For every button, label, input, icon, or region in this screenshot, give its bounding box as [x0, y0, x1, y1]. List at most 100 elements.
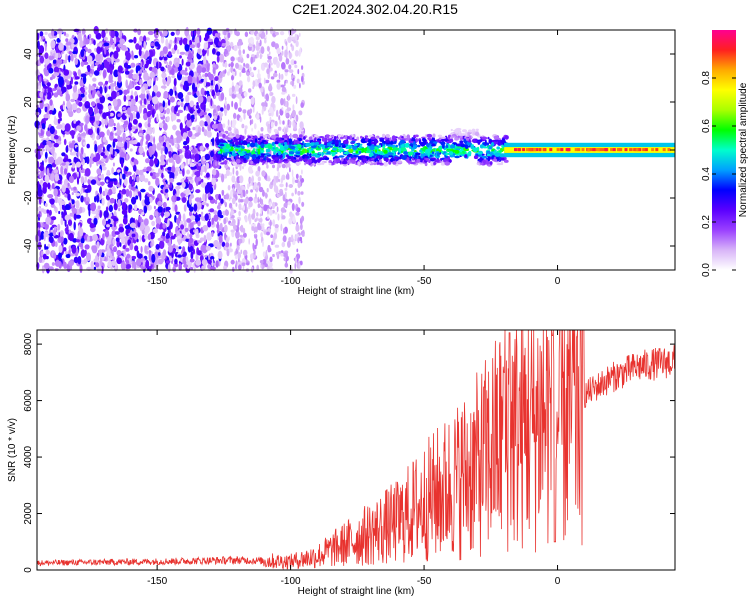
heatmap-speckle [79, 264, 83, 274]
heatmap-speckle [251, 46, 254, 52]
heatmap-speckle [73, 150, 77, 156]
heatmap-speckle [264, 263, 268, 268]
heatmap-speckle [107, 247, 111, 257]
heatmap-speckle [297, 69, 300, 75]
heatmap-speckle [38, 196, 42, 205]
heatmap-speckle [113, 69, 119, 78]
heatmap-speckle [175, 185, 181, 190]
heatmap-speckle [281, 45, 284, 50]
heatmap-speckle [203, 105, 206, 113]
heatmap-speckle [80, 195, 84, 203]
heatmap-speckle [260, 88, 264, 93]
heatmap-band-cell [296, 151, 301, 155]
heatmap-speckle [239, 175, 244, 184]
heatmap-speckle [60, 235, 64, 243]
heatmap-speckle [281, 174, 286, 181]
heatmap-speckle [70, 52, 74, 62]
heatmap-speckle [242, 189, 246, 198]
heatmap-speckle [143, 54, 148, 60]
spectrogram-heatmap [34, 25, 675, 274]
heatmap-speckle [193, 203, 198, 212]
heatmap-speckle [87, 55, 93, 63]
heatmap-speckle [38, 125, 42, 128]
heatmap-band-cell [503, 159, 509, 163]
heatmap-speckle [228, 248, 233, 253]
heatmap-speckle [234, 102, 238, 110]
heatmap-speckle [276, 109, 279, 117]
heatmap-speckle [273, 72, 278, 78]
heatmap-speckle [135, 43, 140, 50]
heatmap-speckle [249, 177, 252, 183]
heatmap-speckle [259, 33, 262, 38]
heatmap-speckle [298, 196, 301, 204]
heatmap-speckle [252, 80, 256, 88]
heatmap-speckle [95, 190, 98, 196]
heatmap-speckle [80, 93, 85, 98]
heatmap-speckle [247, 75, 251, 83]
heatmap-speckle [117, 113, 122, 117]
heatmap-speckle [192, 248, 195, 255]
heatmap-speckle [72, 91, 79, 101]
heatmap-speckle [101, 197, 105, 206]
heatmap-speckle [255, 45, 260, 51]
heatmap-speckle [100, 152, 105, 157]
heatmap-speckle [130, 186, 136, 191]
heatmap-speckle [182, 84, 187, 91]
heatmap-band-cell [272, 147, 276, 150]
heatmap-speckle [190, 250, 194, 260]
heatmap-speckle [279, 183, 284, 188]
heatmap-band-cell [425, 158, 430, 161]
heatmap-speckle [139, 235, 142, 242]
heatmap-speckle [183, 220, 187, 228]
heatmap-line-peak [533, 148, 537, 152]
heatmap-speckle [277, 213, 280, 221]
heatmap-speckle [106, 244, 110, 250]
heatmap-speckle [203, 37, 209, 42]
heatmap-speckle [265, 93, 269, 102]
heatmap-speckle [189, 227, 196, 235]
heatmap-band-cell [440, 136, 447, 139]
heatmap-speckle [286, 80, 288, 84]
heatmap-speckle [167, 244, 173, 253]
heatmap-speckle [187, 130, 193, 138]
heatmap-speckle [129, 148, 133, 152]
heatmap-speckle [293, 60, 297, 65]
heatmap-band-cell [432, 133, 436, 138]
heatmap-speckle [131, 255, 137, 260]
heatmap-speckle [174, 258, 178, 265]
heatmap-speckle [205, 162, 210, 170]
heatmap-speckle [130, 62, 136, 68]
heatmap-speckle [203, 78, 207, 88]
heatmap-speckle [76, 125, 82, 132]
heatmap-band-cell [379, 159, 382, 164]
heatmap-speckle [190, 215, 196, 221]
heatmap-speckle [53, 205, 56, 209]
heatmap-speckle [179, 55, 182, 59]
y-tick-label: 40 [23, 48, 34, 60]
heatmap-band-cell [288, 151, 295, 155]
heatmap-band-cell [442, 143, 445, 149]
heatmap-speckle [99, 257, 103, 266]
heatmap-speckle [86, 252, 91, 262]
heatmap-speckle [199, 145, 205, 152]
heatmap-speckle [230, 242, 232, 247]
heatmap-speckle [83, 141, 86, 146]
heatmap-speckle [125, 137, 131, 141]
heatmap-speckle [141, 66, 145, 71]
heatmap-speckle [46, 167, 50, 177]
heatmap-band-cell [367, 161, 372, 165]
heatmap-speckle [49, 99, 53, 106]
heatmap-speckle [54, 241, 58, 248]
heatmap-speckle [220, 198, 224, 204]
heatmap-band-cell [450, 144, 456, 149]
x-tick-label: -150 [147, 276, 167, 287]
heatmap-speckle [250, 97, 255, 105]
heatmap-speckle [205, 245, 211, 251]
heatmap-speckle [271, 241, 274, 246]
heatmap-speckle [121, 115, 127, 121]
heatmap-speckle [99, 95, 106, 104]
heatmap-speckle [167, 263, 171, 273]
heatmap-line-peak [538, 148, 542, 152]
heatmap-speckle [210, 98, 213, 107]
heatmap-speckle [266, 188, 269, 193]
